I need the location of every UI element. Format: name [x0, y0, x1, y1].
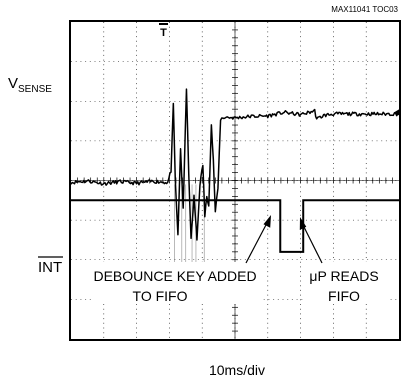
annotation-up-reads: μP READS FIFO [303, 262, 389, 304]
arrow-debounce [245, 215, 271, 264]
vsense-trace [70, 88, 399, 241]
vsense-channel-label: VSENSE [8, 75, 52, 95]
int-label-text: INT [38, 259, 62, 276]
arrow-up-reads [299, 217, 323, 264]
int-channel-label: INT [38, 256, 63, 276]
x-axis-label: 10ms/div [209, 362, 265, 378]
channel-marker [394, 109, 399, 116]
trigger-marker: T [159, 23, 168, 39]
annotation-debounce-line2: TO FIFO [133, 288, 188, 304]
figure-id: MAX11041 TOC03 [331, 5, 398, 14]
annotation-debounce: DEBOUNCE KEY ADDED TO FIFO [93, 262, 262, 304]
trigger-marker-label: T [160, 27, 167, 39]
svg-text:DEBOUNCE KEY ADDED TO FI: DEBOUNCE KEY ADDED TO FIFO [93, 268, 260, 304]
svg-text:μP READS FIFO: μP READS FIFO [309, 268, 382, 304]
annotation-up-reads-line2: FIFO [328, 288, 360, 304]
annotation-debounce-line1: DEBOUNCE KEY ADDED [93, 268, 256, 284]
annotation-up-reads-line1: μP READS [309, 268, 378, 284]
vsense-label-main: V [8, 75, 18, 92]
vsense-label-sub: SENSE [18, 84, 52, 95]
int-trace [71, 199, 399, 253]
